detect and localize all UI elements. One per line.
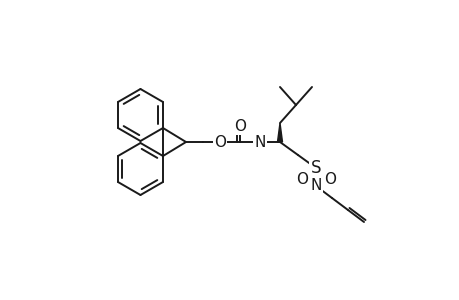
Text: O: O [323,172,335,188]
Polygon shape [277,123,282,142]
Text: O: O [234,118,246,134]
Text: N: N [310,178,321,194]
Text: O: O [213,134,225,149]
Text: N: N [254,134,265,149]
Text: O: O [295,172,308,188]
Text: S: S [310,159,320,177]
